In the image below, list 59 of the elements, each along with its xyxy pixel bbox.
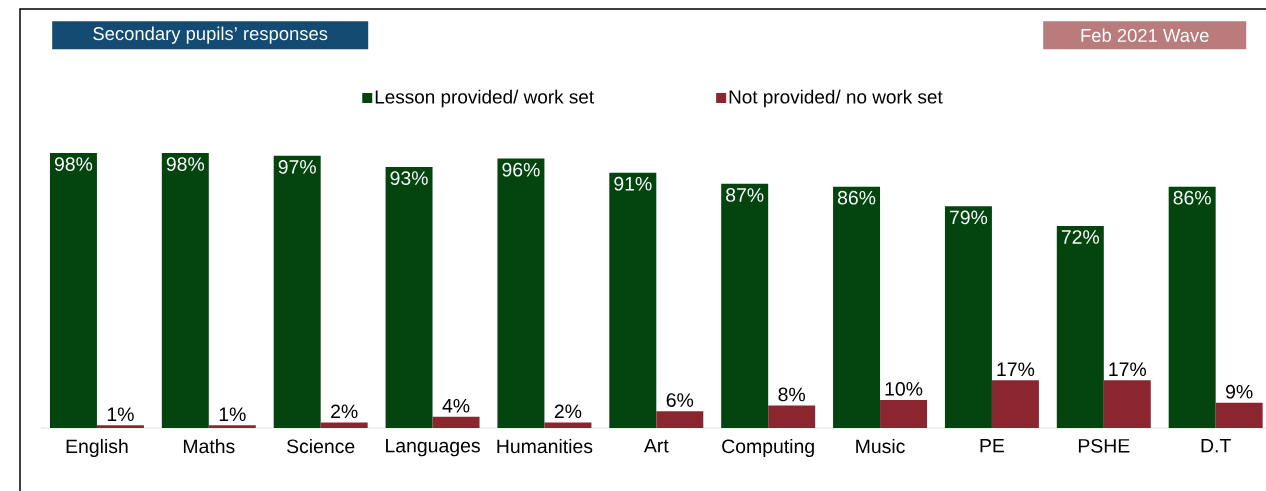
x-tick-label: D.T (1201, 438, 1231, 453)
legend-label: Not provided/ no work set (729, 89, 943, 108)
bar (768, 405, 816, 428)
bar (208, 425, 256, 428)
data-label: 2% (331, 404, 358, 419)
data-label: 17% (997, 362, 1035, 377)
bar (991, 380, 1039, 428)
chart-subtitle: Feb 2021 Wave (1081, 28, 1209, 42)
data-label: 86% (1173, 190, 1211, 205)
bar (721, 183, 769, 428)
data-label: 1% (219, 407, 246, 421)
data-label: 86% (837, 190, 876, 205)
data-label: 8% (778, 387, 806, 402)
bar (161, 153, 209, 428)
data-label: 91% (614, 176, 652, 191)
data-label: 6% (666, 393, 694, 407)
data-label: 79% (949, 210, 988, 225)
bar (1056, 225, 1104, 428)
x-tick-label: Music (856, 438, 905, 454)
bar (656, 411, 704, 428)
bar (944, 206, 992, 428)
bar (320, 422, 368, 428)
data-label: 98% (166, 157, 205, 171)
x-tick-label: PSHE (1078, 438, 1130, 453)
x-tick-label: Science (287, 438, 355, 454)
data-label: 9% (1226, 384, 1253, 399)
data-label: 10% (885, 381, 923, 396)
x-tick-label: Languages (386, 438, 480, 457)
bar (432, 416, 480, 428)
bar (273, 155, 321, 428)
data-label: 93% (390, 171, 428, 185)
bar (96, 425, 144, 428)
x-tick-label: Humanities (497, 438, 593, 454)
data-label: 72% (1061, 230, 1100, 244)
x-tick-label: Computing (722, 438, 814, 458)
bar (833, 186, 881, 428)
data-label: 2% (554, 404, 582, 419)
bar (544, 422, 592, 428)
x-tick-label: Art (643, 438, 669, 453)
chart-title: Secondary pupils’ responses (93, 26, 328, 44)
bar (1103, 380, 1151, 428)
bar (49, 153, 97, 428)
data-label: 87% (726, 188, 764, 202)
bar (609, 172, 657, 428)
bar (1168, 186, 1216, 428)
data-label: 1% (107, 407, 134, 421)
data-label: 17% (1109, 362, 1147, 377)
bar (497, 158, 545, 428)
x-tick-label: English (66, 438, 128, 458)
bar (880, 399, 928, 428)
legend-label: Lesson provided/ work set (375, 89, 594, 108)
data-label: 4% (442, 398, 470, 413)
bar (1215, 402, 1263, 428)
data-label: 97% (278, 160, 316, 174)
x-tick-label: PE (980, 438, 1005, 453)
data-label: 98% (54, 157, 93, 171)
data-label: 96% (502, 162, 540, 177)
bar (385, 167, 433, 428)
x-tick-label: Maths (183, 438, 235, 454)
